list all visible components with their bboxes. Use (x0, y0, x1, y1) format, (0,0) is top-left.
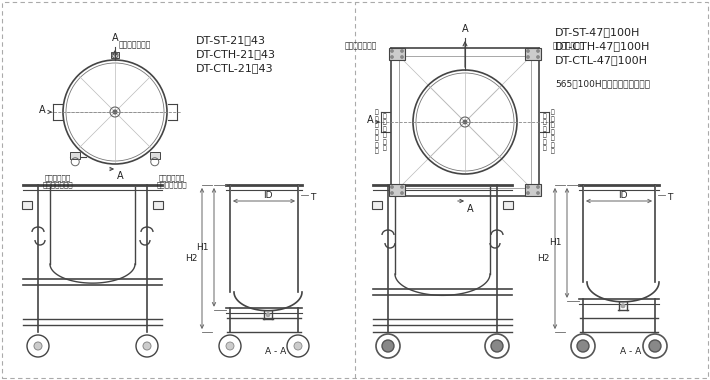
Circle shape (537, 49, 540, 52)
Text: 固定キャスター: 固定キャスター (344, 41, 377, 51)
Text: A: A (367, 115, 374, 125)
Text: T: T (310, 193, 315, 201)
Circle shape (391, 185, 393, 188)
Text: A: A (462, 24, 469, 34)
Text: H2: H2 (185, 254, 197, 263)
Circle shape (294, 342, 302, 350)
Circle shape (649, 340, 661, 352)
Text: 自在キャスター: 自在キャスター (119, 41, 151, 49)
Circle shape (527, 185, 530, 188)
Circle shape (527, 55, 530, 59)
Text: A - A: A - A (621, 347, 642, 356)
Bar (153, 201, 163, 209)
Bar (372, 201, 382, 209)
Circle shape (537, 192, 540, 195)
Text: ストッパー付
自在キャスター: ストッパー付 自在キャスター (43, 174, 73, 188)
Bar (389, 48, 405, 60)
Bar (389, 184, 405, 196)
Circle shape (621, 304, 625, 308)
Circle shape (400, 192, 403, 195)
Text: H1: H1 (550, 238, 562, 247)
Circle shape (537, 185, 540, 188)
Bar (150, 152, 160, 159)
Text: DT-ST-21～43: DT-ST-21～43 (196, 35, 266, 45)
Circle shape (400, 55, 403, 59)
Bar (22, 201, 32, 209)
Text: A: A (117, 171, 124, 181)
Text: A: A (39, 105, 46, 115)
Text: H1: H1 (197, 243, 209, 252)
Text: DT-CTH-47～100H: DT-CTH-47～100H (555, 41, 650, 51)
Text: A - A: A - A (266, 347, 287, 356)
Text: H2: H2 (537, 254, 550, 263)
Text: A: A (111, 33, 119, 43)
Text: ス
ト
ッ
パ
ー
付: ス ト ッ パ ー 付 (543, 113, 547, 151)
Circle shape (113, 110, 117, 114)
Text: 自
在
キ
ャ
ス
タ
ー: 自 在 キ ャ ス タ ー (551, 110, 555, 154)
Circle shape (391, 49, 393, 52)
Text: ス
ト
ッ
パ
ー
付: ス ト ッ パ ー 付 (383, 113, 387, 151)
Text: ID: ID (618, 190, 628, 200)
Circle shape (463, 120, 467, 124)
Bar (111, 52, 119, 58)
Text: 自
在
キ
ャ
ス
タ
ー: 自 在 キ ャ ス タ ー (375, 110, 379, 154)
Bar (503, 201, 513, 209)
Circle shape (491, 340, 503, 352)
Text: ストッパー付
自在キャスター: ストッパー付 自在キャスター (157, 174, 187, 188)
Text: DT-CTL-21～43: DT-CTL-21～43 (196, 63, 273, 73)
Text: DT-CTL-47～100H: DT-CTL-47～100H (555, 55, 648, 65)
Circle shape (143, 342, 151, 350)
Text: T: T (667, 193, 672, 201)
Text: 固定キャスター: 固定キャスター (553, 41, 585, 51)
Circle shape (527, 192, 530, 195)
Circle shape (34, 342, 42, 350)
Circle shape (537, 55, 540, 59)
Text: 565～100Hサイズは取っ手無し: 565～100Hサイズは取っ手無し (555, 79, 650, 89)
Circle shape (527, 49, 530, 52)
Text: ID: ID (263, 190, 273, 200)
Circle shape (226, 342, 234, 350)
Bar (70, 152, 80, 159)
Circle shape (382, 340, 394, 352)
Text: DT-ST-47～100H: DT-ST-47～100H (555, 27, 640, 37)
Circle shape (577, 340, 589, 352)
Circle shape (391, 192, 393, 195)
Text: DT-CTH-21～43: DT-CTH-21～43 (196, 49, 276, 59)
Bar (525, 48, 541, 60)
Bar (525, 184, 541, 196)
Circle shape (400, 49, 403, 52)
Circle shape (266, 313, 270, 317)
Circle shape (400, 185, 403, 188)
Text: A: A (467, 204, 474, 214)
Circle shape (391, 55, 393, 59)
